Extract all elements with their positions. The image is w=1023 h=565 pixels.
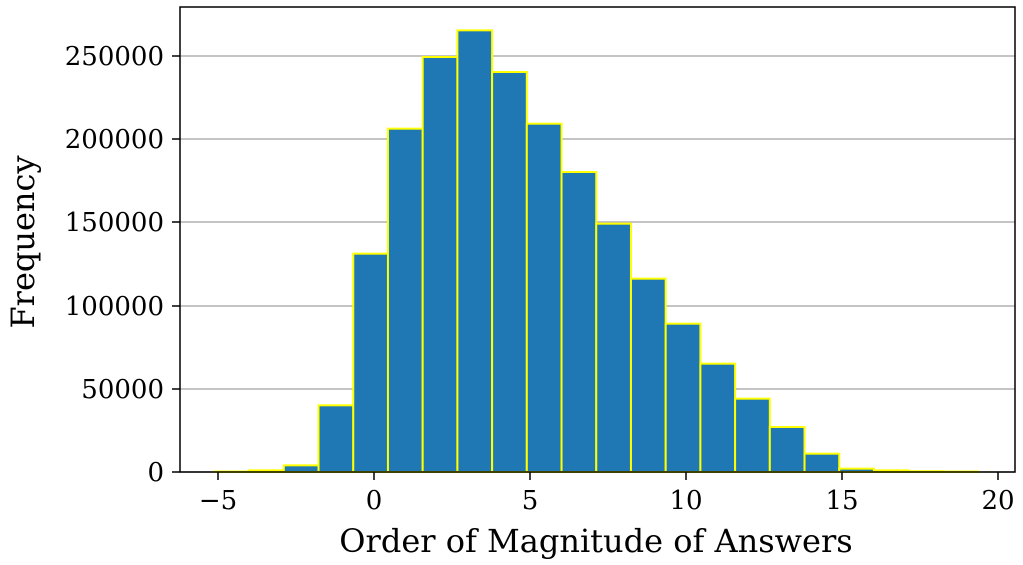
- x-tick-label: 0: [366, 486, 383, 516]
- histogram-bar: [595, 222, 632, 473]
- histogram-bar: [456, 29, 494, 474]
- histogram-bar: [491, 71, 528, 473]
- histogram-bar: [560, 171, 598, 473]
- x-tick-label: 5: [522, 486, 539, 516]
- histogram-bar: [768, 426, 806, 473]
- y-tick-label: 200000: [65, 125, 164, 155]
- histogram-bar: [629, 277, 667, 474]
- plot-frame: [179, 6, 1016, 473]
- histogram-bar: [317, 404, 355, 473]
- histogram-bar: [421, 56, 459, 473]
- histogram-bar: [734, 397, 771, 474]
- histogram-bar: [282, 464, 320, 473]
- y-tick-label: 100000: [65, 292, 164, 322]
- x-tick-label: 15: [825, 486, 858, 516]
- x-tick-label: −5: [199, 486, 237, 516]
- y-tick-label: 150000: [65, 208, 164, 238]
- histogram-bar: [803, 452, 841, 474]
- y-tick-label: 250000: [65, 42, 164, 72]
- x-axis-label: Order of Magnitude of Answers: [339, 522, 852, 560]
- histogram-bar: [352, 252, 389, 473]
- histogram-bar: [386, 127, 424, 473]
- y-axis-label: Frequency: [4, 155, 42, 328]
- histogram-bar: [525, 122, 563, 473]
- y-tick-label: 50000: [81, 375, 164, 405]
- x-tick-label: 20: [981, 486, 1014, 516]
- histogram-bar: [699, 362, 737, 474]
- y-tick-label: 0: [147, 458, 164, 488]
- x-tick-label: 10: [669, 486, 702, 516]
- histogram-bar: [664, 322, 702, 474]
- histogram-bars: [213, 29, 980, 474]
